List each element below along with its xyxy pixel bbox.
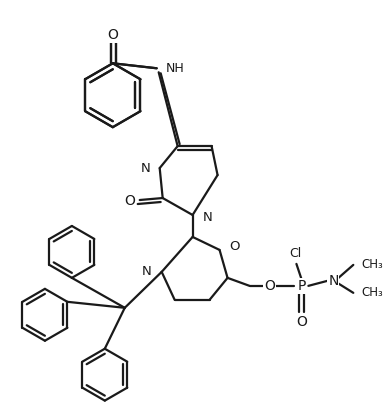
Text: N: N bbox=[141, 162, 151, 175]
Text: O: O bbox=[107, 28, 118, 42]
Text: O: O bbox=[230, 240, 240, 253]
Text: O: O bbox=[296, 315, 307, 329]
Text: O: O bbox=[264, 279, 275, 293]
Text: O: O bbox=[124, 194, 135, 208]
Text: CH₃: CH₃ bbox=[361, 286, 383, 299]
Text: N: N bbox=[328, 274, 339, 288]
Text: CH₃: CH₃ bbox=[361, 258, 383, 271]
Text: NH: NH bbox=[166, 62, 184, 75]
Text: P: P bbox=[297, 279, 306, 293]
Text: N: N bbox=[203, 212, 212, 224]
Text: Cl: Cl bbox=[289, 247, 301, 260]
Text: O: O bbox=[107, 28, 118, 42]
Text: N: N bbox=[142, 265, 152, 278]
Text: NH: NH bbox=[165, 62, 184, 75]
